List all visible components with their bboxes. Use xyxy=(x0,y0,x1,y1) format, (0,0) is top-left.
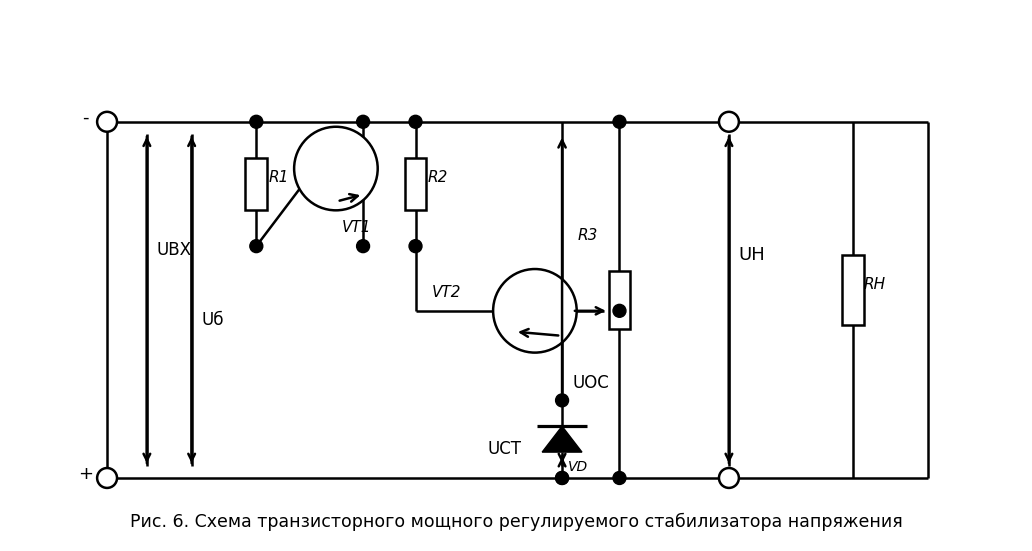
Circle shape xyxy=(409,115,422,128)
Circle shape xyxy=(613,115,626,128)
Text: +: + xyxy=(77,465,93,483)
Circle shape xyxy=(613,304,626,317)
Bar xyxy=(609,271,631,329)
Text: VD: VD xyxy=(568,460,588,474)
Circle shape xyxy=(613,472,626,484)
Circle shape xyxy=(719,468,739,488)
Text: UСТ: UСТ xyxy=(487,440,521,458)
Circle shape xyxy=(294,127,378,210)
Circle shape xyxy=(555,472,569,484)
Circle shape xyxy=(719,112,739,132)
Text: UН: UН xyxy=(739,246,766,264)
Bar xyxy=(405,158,426,210)
Text: Рис. 6. Схема транзисторного мощного регулируемого стабилизатора напряжения: Рис. 6. Схема транзисторного мощного рег… xyxy=(130,512,902,531)
Circle shape xyxy=(97,468,117,488)
Text: UОС: UОС xyxy=(572,375,609,392)
Circle shape xyxy=(493,269,577,353)
Polygon shape xyxy=(542,426,582,452)
Circle shape xyxy=(357,115,369,128)
Circle shape xyxy=(250,240,263,252)
Circle shape xyxy=(722,472,736,484)
Text: Uб: Uб xyxy=(201,311,224,329)
Circle shape xyxy=(357,240,369,252)
Circle shape xyxy=(555,394,569,407)
Circle shape xyxy=(722,115,736,128)
Text: RН: RН xyxy=(863,278,885,293)
Text: VT1: VT1 xyxy=(342,220,372,235)
Text: R3: R3 xyxy=(578,228,599,242)
Circle shape xyxy=(555,472,569,484)
Circle shape xyxy=(97,112,117,132)
Text: -: - xyxy=(82,109,89,127)
Text: UВХ: UВХ xyxy=(157,241,192,259)
Text: VT2: VT2 xyxy=(431,285,461,300)
Bar xyxy=(246,158,267,210)
Text: R1: R1 xyxy=(268,170,289,186)
Circle shape xyxy=(250,115,263,128)
Bar xyxy=(842,255,864,325)
Circle shape xyxy=(409,240,422,252)
Text: R2: R2 xyxy=(427,170,448,186)
